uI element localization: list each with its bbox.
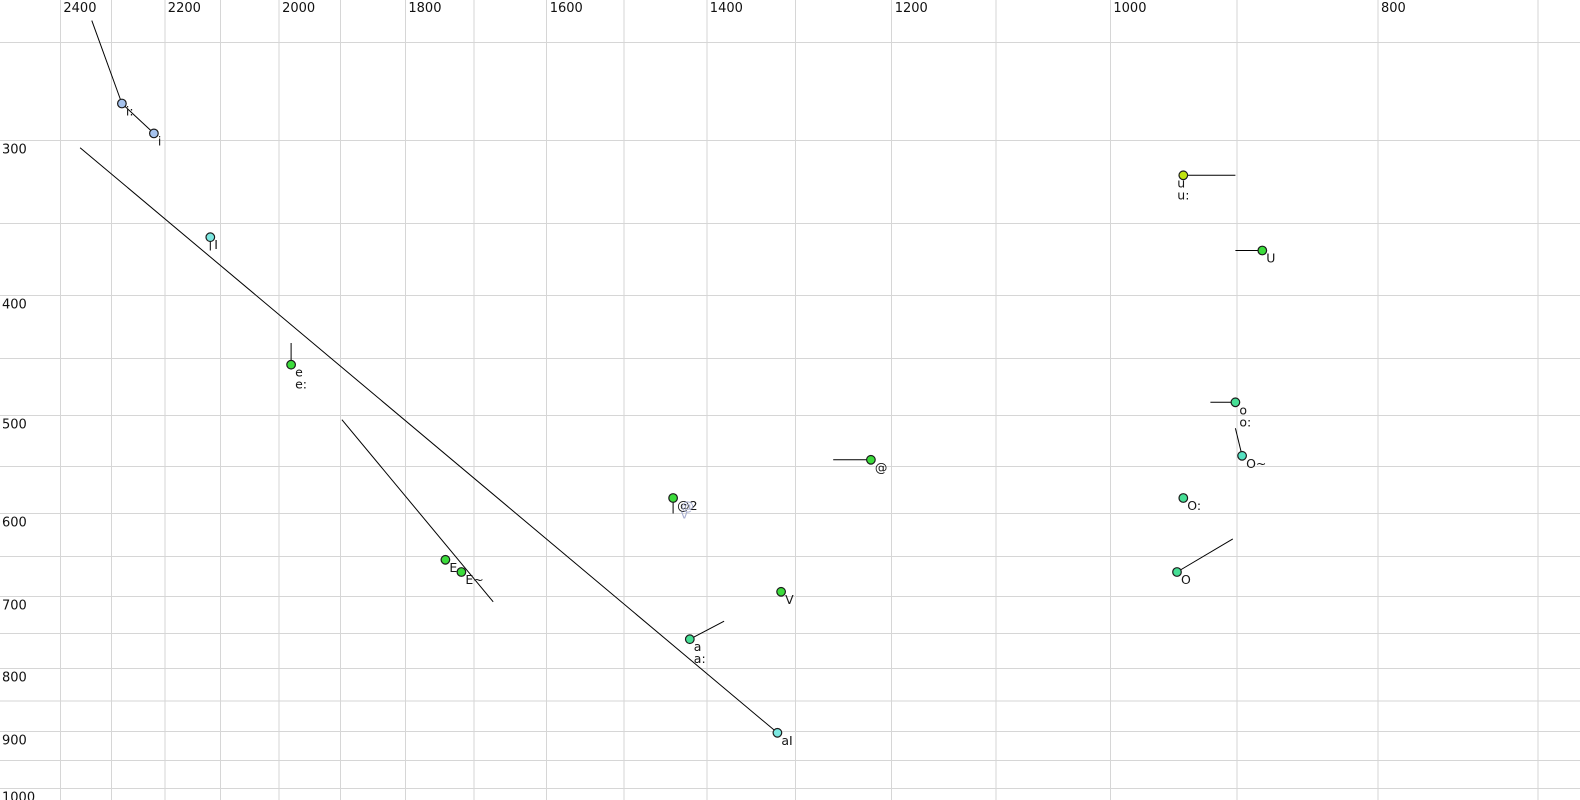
x-tick-label: 2400 bbox=[63, 1, 96, 16]
y-tick-label: 500 bbox=[2, 417, 27, 432]
point-label: O bbox=[1181, 572, 1191, 587]
point-label: aI bbox=[781, 733, 792, 748]
point-label: E bbox=[449, 560, 457, 575]
y-tick-label: 400 bbox=[2, 297, 27, 312]
point-label: e: bbox=[295, 377, 307, 392]
point-label: e bbox=[295, 365, 303, 380]
y-tick-label: 1000 bbox=[2, 790, 35, 800]
ghost-label: v bbox=[681, 506, 689, 521]
vowel-point-O~[interactable] bbox=[1237, 450, 1247, 461]
point-label: @2 bbox=[677, 498, 697, 513]
x-tick-label: 1000 bbox=[1113, 1, 1146, 16]
vowel-point-V[interactable] bbox=[776, 586, 786, 597]
track-line bbox=[79, 147, 778, 734]
point-label: i bbox=[158, 133, 161, 148]
x-tick-label: 1200 bbox=[895, 1, 928, 16]
point-label: O~ bbox=[1246, 456, 1266, 471]
x-tick-label: 800 bbox=[1381, 1, 1406, 16]
vowel-point-@[interactable] bbox=[866, 454, 876, 465]
vowel-point-aI[interactable] bbox=[772, 727, 783, 738]
y-tick-label: 800 bbox=[2, 670, 27, 685]
x-tick-label: 1800 bbox=[408, 1, 441, 16]
point-label: a: bbox=[694, 651, 706, 666]
y-tick-label: 300 bbox=[2, 143, 27, 158]
point-label: u bbox=[1177, 175, 1185, 190]
vowel-point-@2[interactable] bbox=[668, 493, 678, 503]
ghost-label: @ bbox=[681, 498, 694, 513]
x-tick-label: 2000 bbox=[282, 1, 315, 16]
track-line bbox=[341, 419, 494, 603]
point-label: u: bbox=[1177, 187, 1189, 202]
vowel-point-e[interactable] bbox=[286, 359, 297, 370]
point-label: a bbox=[694, 639, 702, 654]
x-tick-label: 1400 bbox=[710, 1, 743, 16]
point-label: E~ bbox=[465, 572, 483, 587]
x-tick-label: 1600 bbox=[550, 1, 583, 16]
vowel-point-u[interactable] bbox=[1178, 170, 1189, 181]
vowel-point-i:[interactable] bbox=[116, 98, 127, 109]
point-tail-line bbox=[1176, 538, 1234, 573]
vowel-point-E[interactable] bbox=[440, 554, 451, 565]
track-line bbox=[121, 103, 155, 134]
vowel-point-U[interactable] bbox=[1257, 245, 1268, 256]
data-points bbox=[116, 98, 1268, 738]
y-tick-label: 700 bbox=[2, 598, 27, 613]
point-tail-line bbox=[689, 620, 725, 640]
formant-track-lines bbox=[79, 20, 1263, 734]
point-label: I bbox=[214, 237, 218, 252]
y-tick-label: 900 bbox=[2, 734, 27, 749]
y-tick-label: 600 bbox=[2, 516, 27, 531]
point-label: @ bbox=[875, 460, 888, 475]
vowel-point-O:[interactable] bbox=[1178, 493, 1189, 503]
point-label: i: bbox=[126, 104, 134, 119]
axis-tick-labels: 2400 2200 2000 1800 1600 1400 1200 1000 800 300 40… bbox=[2, 1, 1406, 800]
vowel-point-I[interactable] bbox=[205, 232, 216, 243]
point-label: U bbox=[1266, 251, 1275, 266]
track-line bbox=[91, 20, 123, 104]
vowel-point-o[interactable] bbox=[1230, 397, 1241, 408]
vowel-point-O[interactable] bbox=[1172, 567, 1182, 577]
point-label: V bbox=[785, 592, 794, 607]
x-tick-label: 2200 bbox=[168, 1, 201, 16]
vowel-point-a[interactable] bbox=[684, 634, 695, 645]
point-label: O: bbox=[1187, 498, 1201, 513]
vowel-point-E~[interactable] bbox=[456, 567, 467, 577]
point-label: o bbox=[1239, 402, 1247, 417]
point-label: o: bbox=[1239, 414, 1251, 429]
vowel-point-i[interactable] bbox=[148, 128, 159, 139]
